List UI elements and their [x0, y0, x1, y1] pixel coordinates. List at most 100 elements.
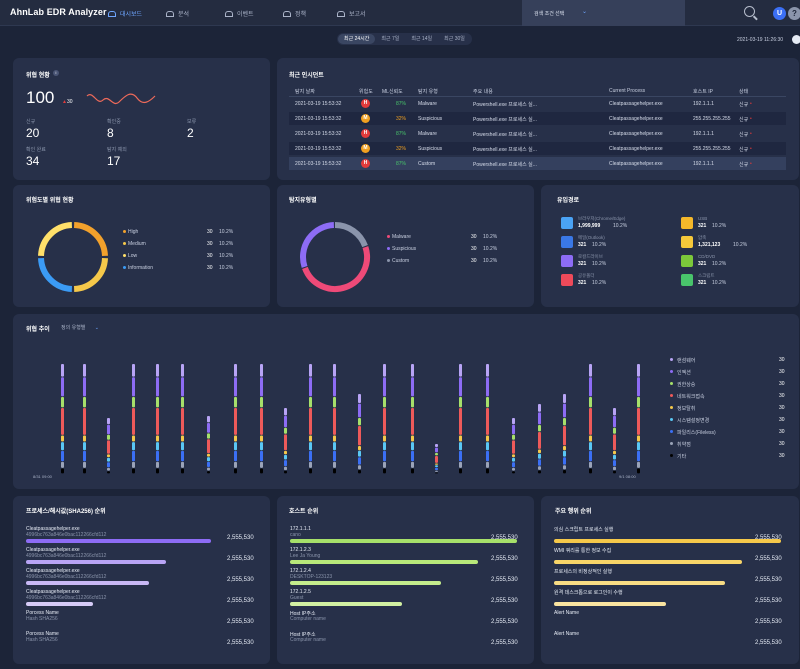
- trend-bar-segment: [107, 462, 110, 468]
- tab-7d[interactable]: 최근 7일: [381, 36, 400, 42]
- trend-bar-segment: [284, 454, 287, 460]
- trend-bar-segment: [512, 418, 515, 425]
- trend-bar-segment: [411, 435, 414, 442]
- inflow-pct: 10.2%: [613, 223, 628, 229]
- rank-hash: Hash SHA256: [26, 616, 58, 622]
- trend-bar-segment: [156, 435, 159, 442]
- rank-name[interactable]: Host IP주소: [290, 632, 316, 638]
- trend-bar-segment: [563, 394, 566, 403]
- rank-hash: 4996bc763a846e0bac112266cfd112: [26, 595, 107, 601]
- trend-type-select[interactable]: 정의 유형별 ⌄: [61, 325, 99, 331]
- refresh-icon[interactable]: [792, 35, 800, 44]
- trend-bar-segment: [83, 468, 86, 474]
- trend-bar-segment: [107, 434, 110, 440]
- stat-value: 17: [107, 154, 121, 168]
- rank-value: 2,555,530: [491, 640, 518, 646]
- help-icon[interactable]: ?: [788, 7, 800, 20]
- donut-segment: [38, 257, 73, 292]
- rank-name[interactable]: Porcess Name: [26, 610, 59, 616]
- nav-events[interactable]: 이벤트: [225, 9, 254, 18]
- cell-ip: 192.1.1.1: [693, 101, 714, 107]
- rank-name[interactable]: Alert Name: [554, 631, 580, 637]
- trend-bar-segment: [234, 377, 237, 397]
- table-row[interactable]: 2021-03-19 15:53:32 87% Malware Powershell.…: [289, 97, 786, 110]
- trend-bar-segment: [512, 467, 515, 471]
- table-row[interactable]: 2021-03-19 15:53:32 87% Malware Powershell.…: [289, 127, 786, 140]
- rank-name[interactable]: Cleatpassagehelper.exe: [26, 589, 80, 595]
- rank-name[interactable]: 의심 스크립트 프로세스 실행: [554, 527, 614, 533]
- table-row[interactable]: 2021-03-19 15:53:32 87% Custom Powershell.e…: [289, 157, 786, 170]
- trend-bar-segment: [589, 408, 592, 435]
- folder-icon: [561, 274, 573, 286]
- rank-name[interactable]: 172.1.2.3: [290, 547, 311, 553]
- stat-value: 2: [187, 126, 194, 140]
- cell-ml: 87%: [396, 101, 407, 107]
- rank-name[interactable]: 172.1.1.1: [290, 526, 311, 532]
- trend-bar-segment: [411, 468, 414, 474]
- legend-dot: [670, 358, 673, 361]
- rank-value: 2,555,530: [491, 619, 518, 625]
- trend-bar-segment: [358, 426, 361, 446]
- x-axis-start-label: 8/31 09:00: [33, 474, 52, 479]
- trend-bar-segment: [309, 435, 312, 442]
- rank-name[interactable]: 프로세스의 비정상적인 실행: [554, 569, 612, 575]
- rank-name[interactable]: WMI 쿼리를 통한 정보 수집: [554, 548, 612, 554]
- nav-analysis[interactable]: 분석: [166, 9, 189, 18]
- threat-status-title: 위협 현황: [26, 73, 50, 79]
- rank-bar: [26, 581, 149, 585]
- trend-bar-segment: [260, 442, 263, 451]
- trend-bar-segment: [589, 435, 592, 442]
- threat-sparkline: [86, 93, 156, 104]
- rank-sub: Computer name: [290, 637, 326, 643]
- nav-report[interactable]: 보고서: [337, 9, 366, 18]
- trend-bar-segment: [132, 377, 135, 397]
- analysis-icon: [166, 10, 174, 17]
- tab-30d[interactable]: 최근 30일: [444, 36, 465, 42]
- trend-bar-segment: [309, 468, 312, 474]
- risk-level-card: 위험도별 위협 현황 High 30 10.2% Medium 30 10.2% Low 30…: [13, 185, 270, 307]
- rank-name[interactable]: Host IP주소: [290, 611, 316, 617]
- nav-dashboard[interactable]: 대시보드: [108, 9, 142, 18]
- rank-bar: [26, 539, 211, 543]
- nav-policy[interactable]: 정책: [283, 9, 306, 18]
- trend-bar-segment: [156, 397, 159, 408]
- rank-name[interactable]: 원격 데스크톱으로 로그인이 수행: [554, 590, 623, 596]
- col-header-date[interactable]: 탐지 날짜: [295, 89, 315, 95]
- trend-bar-segment: [181, 435, 184, 442]
- avatar[interactable]: U: [773, 7, 786, 20]
- rank-name[interactable]: Alert Name: [554, 610, 580, 616]
- recent-incidents-title: 최근 인시던트: [289, 73, 324, 79]
- rank-name[interactable]: Cleatpassagehelper.exe: [26, 568, 80, 574]
- trend-bar-segment: [512, 454, 515, 458]
- rank-name[interactable]: 172.1.2.4: [290, 568, 311, 574]
- trend-bar-segment: [61, 377, 64, 397]
- info-icon[interactable]: i: [53, 70, 59, 76]
- search-icon[interactable]: [744, 6, 755, 17]
- legend-dot: [670, 406, 673, 409]
- rank-name[interactable]: Cleatpassagehelper.exe: [26, 547, 80, 553]
- trend-bar-segment: [260, 450, 263, 462]
- tab-24h[interactable]: 최근 24시간: [338, 34, 376, 44]
- top-bar: AhnLab EDR Analyzer 대시보드 분석 이벤트 정책 보고서 검…: [0, 0, 800, 26]
- trend-bar-segment: [156, 450, 159, 462]
- rank-name[interactable]: Cleatpassagehelper.exe: [26, 526, 80, 532]
- tab-14d[interactable]: 최근 14일: [411, 36, 433, 42]
- rank-name[interactable]: Porcess Name: [26, 631, 59, 637]
- trend-bar-segment: [61, 364, 64, 377]
- rank-name[interactable]: 172.1.2.5: [290, 589, 311, 595]
- trend-bar-segment: [181, 397, 184, 408]
- trend-bar-segment: [613, 460, 616, 467]
- rank-value: 2,555,530: [755, 535, 782, 541]
- table-row[interactable]: 2021-03-19 15:53:32 32% Suspicious Powershe…: [289, 142, 786, 155]
- legend-dot: [387, 247, 390, 250]
- trend-bar-segment: [284, 460, 287, 467]
- trend-bar-segment: [486, 468, 489, 474]
- trend-bar-segment: [486, 442, 489, 451]
- rank-value: 2,555,530: [755, 598, 782, 604]
- trend-bar-segment: [637, 450, 640, 462]
- rank-value: 2,555,530: [491, 577, 518, 583]
- table-row[interactable]: 2021-03-19 15:53:32 32% Suspicious Powershe…: [289, 112, 786, 125]
- trend-bar-segment: [486, 435, 489, 442]
- search-condition-select[interactable]: 검색 조건 선택 ⌄: [522, 0, 685, 26]
- cd-icon: [681, 255, 693, 267]
